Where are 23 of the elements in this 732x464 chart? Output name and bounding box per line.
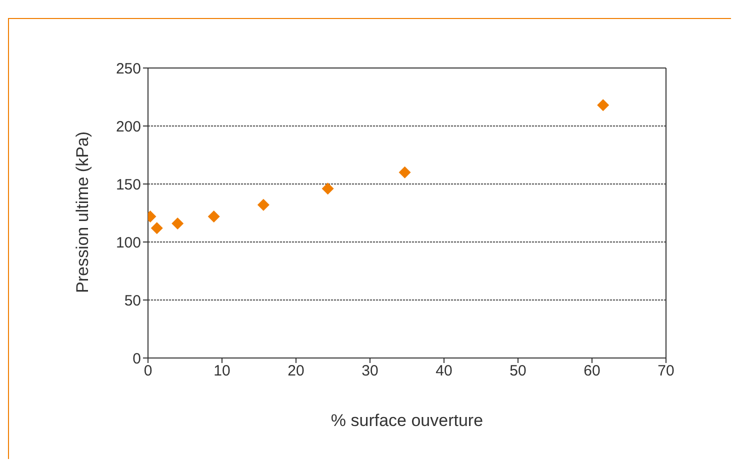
point	[597, 99, 610, 112]
point	[172, 217, 184, 230]
point	[398, 166, 411, 178]
x-tick-label: 20	[288, 362, 304, 380]
y-axis-title: Pression ultime (kPa)	[73, 131, 92, 293]
y-tick-label: 0	[132, 350, 141, 368]
x-tick-label: 60	[584, 362, 600, 380]
y-tick-label: 100	[116, 234, 141, 252]
x-axis-title: % surface ouverture	[330, 411, 484, 430]
x-tick-label: 40	[436, 362, 452, 380]
x-tick-label: 50	[510, 362, 526, 380]
point	[150, 222, 163, 234]
x-tick-label: 10	[214, 362, 230, 380]
y-tick-label: 250	[116, 60, 141, 78]
y-tick-label: 50	[124, 292, 141, 310]
point	[322, 182, 334, 195]
point	[257, 198, 270, 211]
x-tick-label: 30	[362, 362, 378, 380]
y-tick-label: 200	[116, 118, 141, 136]
point	[208, 210, 220, 222]
y-tick-label: 150	[116, 176, 141, 194]
x-tick-label: 70	[658, 362, 674, 380]
x-tick-label: 0	[144, 362, 152, 380]
